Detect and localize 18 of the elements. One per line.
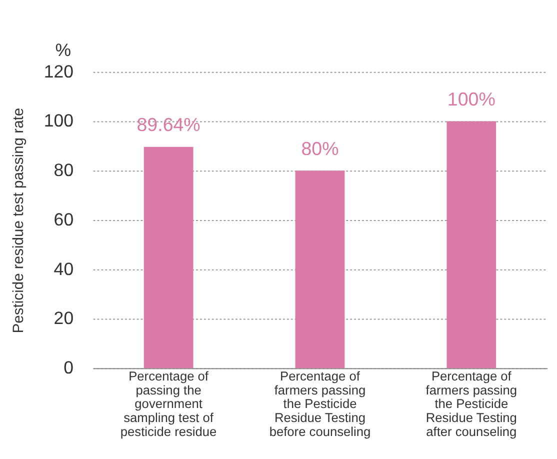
data-label: 100% — [447, 88, 496, 110]
x-tick-label: Percentage of farmers passing the Pesticide Residue Testing before counseling — [269, 368, 371, 439]
y-tick-label: 40 — [54, 258, 74, 279]
x-tick-label: Percentage of passing the government sampling test of pesticide residue — [120, 368, 217, 439]
y-tick-label: 80 — [54, 160, 74, 180]
y-tick-label: 120 — [44, 61, 74, 82]
y-tick-label: 20 — [54, 308, 74, 328]
bar — [295, 170, 345, 368]
x-tick-label: Percentage of farmers passing the Pesticide Residue Testing after counseling — [426, 368, 518, 439]
text: % — [55, 40, 72, 60]
y-axis-title: Pesticide residue test passing rate — [11, 108, 28, 334]
y-tick-label: 100 — [44, 110, 74, 131]
y-tick-label: 0 — [64, 358, 74, 378]
bar — [144, 146, 194, 368]
y-tick-label: 60 — [54, 209, 74, 230]
bar — [446, 121, 496, 368]
data-label: 80% — [301, 138, 339, 159]
data-label: 89.64% — [136, 114, 200, 136]
